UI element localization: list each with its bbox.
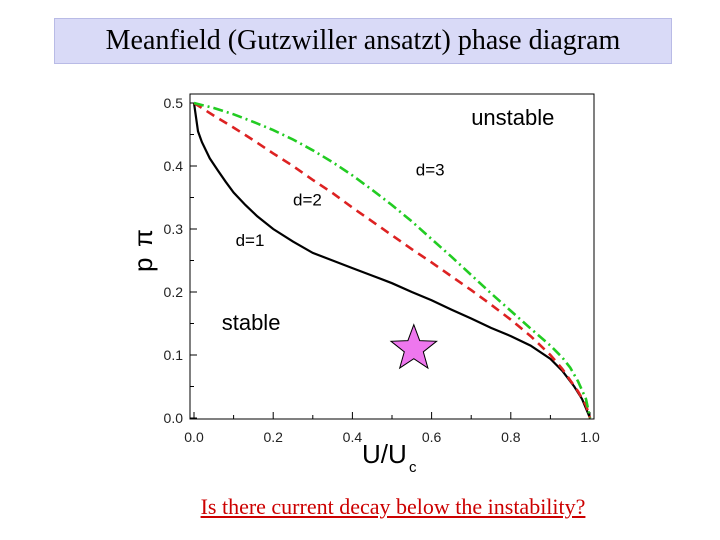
y-tick-label: 0.1 bbox=[164, 347, 184, 363]
question-text: Is there current decay below the instabi… bbox=[200, 494, 586, 519]
annotation-d-2: d=2 bbox=[293, 191, 322, 210]
annotation-stable: stable bbox=[222, 310, 281, 335]
x-tick-label: 0.6 bbox=[422, 429, 442, 445]
y-axis-label-pi: π bbox=[128, 229, 158, 247]
series-line-d-2 bbox=[193, 101, 592, 419]
x-tick-label: 0.2 bbox=[263, 429, 283, 445]
star-marker bbox=[389, 323, 438, 370]
series-line-d-3 bbox=[193, 101, 592, 419]
x-tick-label: 0.4 bbox=[343, 429, 363, 445]
x-tick-label: 0.8 bbox=[501, 429, 521, 445]
y-tick-label: 0.2 bbox=[164, 284, 184, 300]
y-tick-label: 0.3 bbox=[164, 221, 184, 237]
x-axis-label-main: U/U bbox=[362, 439, 407, 469]
y-tick-label: 0.4 bbox=[164, 158, 184, 174]
y-axis-label-rho: p bbox=[128, 258, 158, 272]
y-tick-label: 0.5 bbox=[164, 95, 184, 111]
phase-diagram-chart: 0.0 0.2 0.4 0.6 0.8 1.0 0.0 0.1 0.2 0.3 0.4 0.5 uns… bbox=[128, 93, 600, 476]
annotation-d-1: d=1 bbox=[236, 231, 265, 250]
annotation-unstable: unstable bbox=[471, 105, 554, 130]
slide-title: Meanfield (Gutzwiller ansatzt) phase dia… bbox=[105, 25, 621, 56]
plot-frame bbox=[189, 93, 595, 420]
annotation-d-3: d=3 bbox=[416, 160, 445, 179]
x-axis-label-subscript: c bbox=[409, 459, 417, 476]
x-tick-label: 0.0 bbox=[184, 429, 204, 445]
slide-title-box: Meanfield (Gutzwiller ansatzt) phase dia… bbox=[54, 18, 672, 64]
y-tick-label: 0.0 bbox=[164, 410, 184, 426]
x-tick-label: 1.0 bbox=[580, 429, 600, 445]
series-line-d-1 bbox=[192, 102, 592, 419]
